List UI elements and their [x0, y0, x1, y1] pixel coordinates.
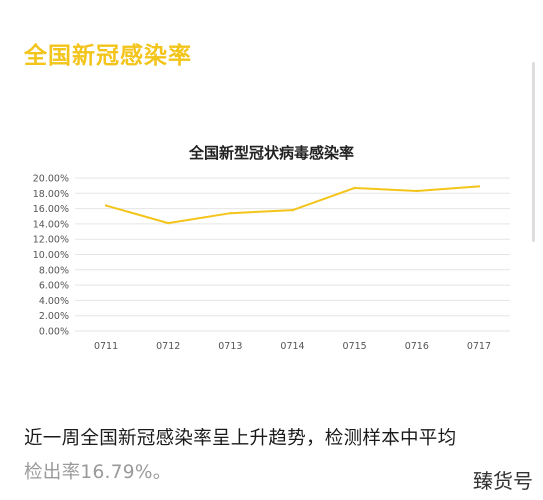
- data-point: [415, 189, 418, 193]
- y-axis-ticks: 0.00% 2.00% 4.00% 6.00% 8.00% 10.00% 12.00% 14.…: [33, 174, 69, 338]
- y-tick-label: 2.00%: [39, 311, 69, 322]
- y-tick-label: 8.00%: [39, 265, 69, 276]
- x-tick-label: 0711: [94, 341, 118, 352]
- y-tick-label: 6.00%: [39, 281, 69, 292]
- x-axis-ticks: 0711 0712 0713 0714 0715 0716 0717: [94, 341, 491, 352]
- y-tick-label: 4.00%: [39, 296, 69, 307]
- chart-title: 全国新型冠状病毒感染率: [188, 144, 354, 162]
- y-tick-label: 10.00%: [33, 250, 69, 261]
- y-tick-label: 18.00%: [33, 189, 69, 200]
- gridlines: [75, 177, 510, 332]
- x-tick-label: 0716: [405, 341, 429, 352]
- summary-rate-text: 检出率16.79%。: [24, 462, 172, 483]
- y-tick-label: 14.00%: [33, 219, 69, 230]
- series-layer: [104, 185, 481, 225]
- data-point: [167, 221, 170, 225]
- x-tick-label: 0712: [156, 341, 180, 352]
- y-tick-label: 20.00%: [33, 174, 69, 185]
- data-point: [229, 211, 232, 215]
- summary-text: 近一周全国新冠感染率呈上升趋势，检测样本中平均: [24, 428, 457, 449]
- x-tick-label: 0715: [343, 341, 367, 352]
- watermark-logo: 臻货号: [471, 465, 535, 494]
- x-tick-label: 0713: [218, 341, 242, 352]
- data-point: [291, 208, 294, 212]
- x-tick-label: 0717: [467, 341, 491, 352]
- x-tick-label: 0714: [280, 341, 304, 352]
- y-tick-label: 0.00%: [39, 327, 69, 338]
- data-point: [353, 186, 356, 190]
- y-tick-label: 16.00%: [33, 204, 69, 215]
- y-tick-label: 12.00%: [33, 235, 69, 246]
- data-point: [477, 185, 481, 188]
- scrollbar[interactable]: [532, 62, 535, 242]
- data-point: [104, 204, 108, 207]
- series-line: [105, 185, 480, 225]
- page-title: 全国新冠感染率: [24, 43, 192, 69]
- line-chart: 0.00% 2.00% 4.00% 6.00% 8.00% 10.00% 12.00% 14.…: [33, 174, 510, 352]
